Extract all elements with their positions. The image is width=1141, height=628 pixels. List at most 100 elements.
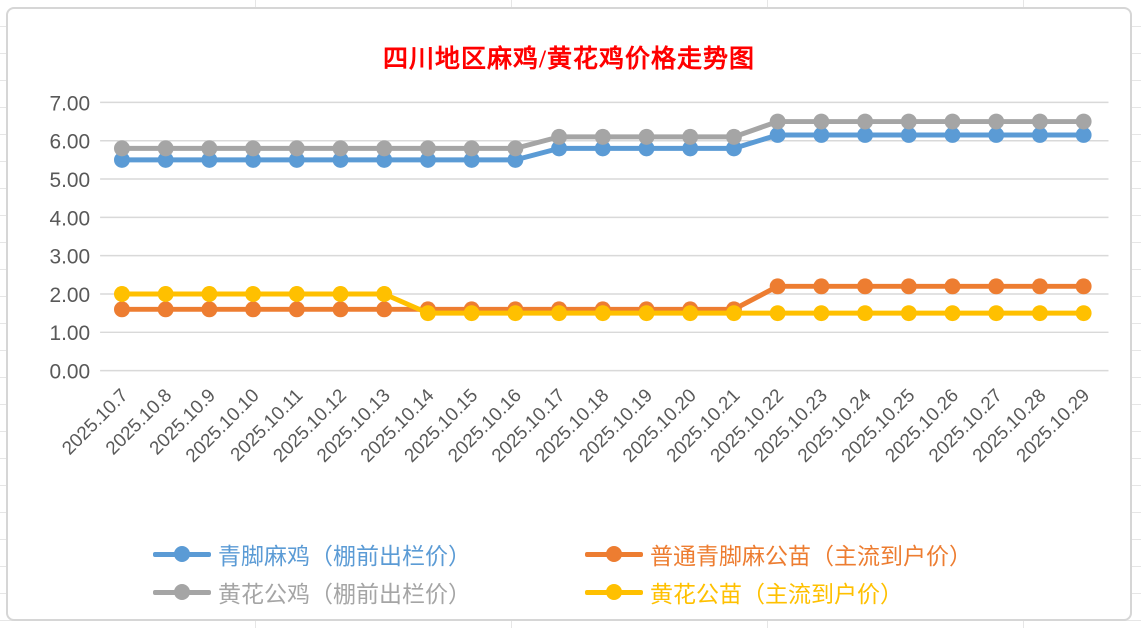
y-tick-label: 2.00 (50, 284, 91, 307)
data-point (1031, 127, 1048, 143)
data-point (769, 278, 786, 295)
data-point (944, 305, 961, 322)
y-tick-label: 0.00 (50, 361, 91, 384)
data-point (157, 286, 174, 302)
chart-frame[interactable]: 四川地区麻鸡/黄花鸡价格走势图 0.00 1.00 2.00 3.00 4.00 5.00… (6, 7, 1132, 621)
data-point (376, 301, 393, 318)
y-tick-label: 5.00 (50, 169, 91, 192)
legend-item-2: 黄花公鸡（棚前出栏价） (153, 577, 585, 607)
data-point (988, 305, 1005, 322)
data-point (376, 140, 393, 157)
data-point (682, 140, 699, 157)
data-point (638, 128, 655, 145)
data-point (507, 305, 524, 322)
data-point (113, 301, 130, 318)
data-point (332, 140, 349, 157)
data-point (857, 305, 874, 322)
y-tick-label: 6.00 (50, 131, 91, 154)
data-point (419, 305, 436, 322)
legend-label: 黄花公苗（主流到户价） (650, 582, 903, 607)
data-point (725, 128, 742, 145)
data-point (944, 127, 961, 143)
data-point (507, 151, 524, 168)
y-tick-label: 3.00 (50, 246, 91, 269)
data-point (682, 128, 699, 145)
data-point (944, 278, 961, 295)
data-point (463, 151, 480, 168)
data-point (1075, 127, 1092, 143)
data-point (201, 286, 218, 302)
data-point (988, 127, 1005, 143)
data-point (551, 140, 568, 157)
series-0 (113, 127, 1092, 168)
data-point (288, 140, 305, 157)
data-point (1075, 278, 1092, 295)
data-point (157, 301, 174, 318)
legend-item-1: 普通青脚麻公苗（主流到户价） (585, 539, 972, 569)
series-2 (113, 113, 1092, 157)
plot-area: 0.00 1.00 2.00 3.00 4.00 5.00 6.00 7.00 2025.10.… (50, 92, 1109, 466)
data-point (201, 140, 218, 157)
data-point (463, 140, 480, 157)
data-point (419, 140, 436, 157)
data-point (551, 305, 568, 322)
data-point (813, 127, 830, 143)
data-point (376, 151, 393, 168)
legend-line-marker-icon (585, 546, 643, 562)
data-point (725, 140, 742, 157)
data-point (419, 151, 436, 168)
data-point (332, 151, 349, 168)
data-point (638, 305, 655, 322)
legend-label: 青脚麻鸡（棚前出栏价） (218, 544, 471, 569)
data-point (245, 286, 262, 302)
legend-label: 普通青脚麻公苗（主流到户价） (650, 544, 972, 569)
data-point (463, 305, 480, 322)
data-point (769, 127, 786, 143)
data-point (1031, 113, 1048, 130)
data-point (988, 278, 1005, 295)
data-point (1075, 305, 1092, 322)
data-point (857, 278, 874, 295)
data-point (376, 286, 393, 302)
data-point (113, 151, 130, 168)
data-point (769, 305, 786, 322)
y-tick-label: 1.00 (50, 322, 91, 345)
data-point (551, 128, 568, 145)
x-axis-labels: 2025.10.72025.10.82025.10.92025.10.10202… (58, 384, 1094, 466)
data-point (857, 113, 874, 130)
legend-item-3: 黄花公苗（主流到户价） (585, 577, 972, 607)
data-point (813, 305, 830, 322)
data-point (201, 151, 218, 168)
data-point (288, 301, 305, 318)
data-point (594, 128, 611, 145)
data-point (638, 140, 655, 157)
chart-legend: 青脚麻鸡（棚前出栏价） 普通青脚麻公苗（主流到户价） 黄花公鸡（棚前出栏价） 黄花公苗… (153, 539, 972, 607)
chart-title: 四川地区麻鸡/黄花鸡价格走势图 (383, 46, 755, 73)
data-point (857, 127, 874, 143)
data-point (288, 286, 305, 302)
data-point (1075, 113, 1092, 130)
data-point (900, 113, 917, 130)
data-point (113, 286, 130, 302)
data-point (332, 301, 349, 318)
legend-line-marker-icon (585, 584, 643, 600)
data-point (288, 151, 305, 168)
data-point (594, 140, 611, 157)
data-point (113, 140, 130, 157)
data-point (157, 151, 174, 168)
legend-label: 黄花公鸡（棚前出栏价） (218, 582, 471, 607)
y-tick-label: 4.00 (50, 207, 91, 230)
data-point (1031, 278, 1048, 295)
legend-line-marker-icon (153, 546, 211, 562)
data-point (900, 305, 917, 322)
legend-line-marker-icon (153, 584, 211, 600)
data-point (245, 301, 262, 318)
data-point (201, 301, 218, 318)
data-point (245, 140, 262, 157)
data-point (944, 113, 961, 130)
y-axis-labels: 0.00 1.00 2.00 3.00 4.00 5.00 6.00 7.00 (50, 92, 91, 383)
data-point (769, 113, 786, 130)
data-point (507, 140, 524, 157)
data-point (157, 140, 174, 157)
